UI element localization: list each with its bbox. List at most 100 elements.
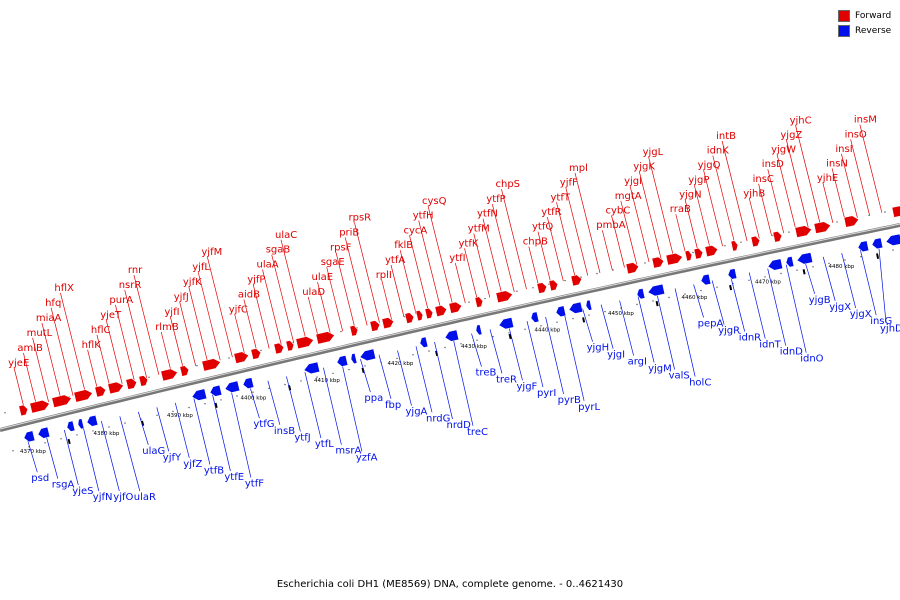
leader-line [703,170,723,247]
reverse-gene-label: insB [274,426,295,437]
scale-dot [516,290,518,292]
reverse-gene-label: yjfN [93,492,113,503]
leader-line [629,186,650,263]
forward-gene-label: ytfM [468,224,490,235]
forward-gene-label: ulaC [275,230,297,241]
forward-gene-label: yjfL [192,262,210,273]
forward-gene-label: yjgL [643,147,664,158]
scale-dot [716,286,718,288]
reverse-gene-arrow [444,329,460,342]
forward-gene-arrow [233,351,249,364]
leader-line [454,262,466,304]
leader-line [418,220,442,309]
leader-line [600,304,614,349]
leader-line [434,341,453,420]
reverse-gene-arrow [224,380,241,393]
reverse-gene-label: pyrB [558,395,581,406]
reverse-gene-arrow [191,388,208,401]
forward-gene-label: insD [762,159,784,170]
forward-gene-label: chpS [496,179,521,190]
leader-line [249,385,260,419]
forward-gene-label: ytfA [385,255,405,266]
forward-gene-label: sgaB [266,245,291,256]
tick-label: 4440 kbp [535,327,561,333]
leader-line [878,245,887,323]
leader-line [60,292,86,393]
reverse-gene-label: pyrI [537,388,556,399]
forward-gene-label: cybC [606,206,631,217]
reverse-gene-label: ytfE [224,472,244,483]
forward-gene-label: ulaD [302,287,325,298]
scale-dot [836,221,838,223]
leader-line [822,256,836,301]
reverse-gene-arrow [336,355,349,367]
forward-gene-label: insC [753,174,774,185]
leader-line [473,233,491,298]
scale-dot [172,410,174,413]
leader-line [611,215,625,268]
forward-gene-label: yjhE [817,173,838,184]
forward-gene-label: mpl [569,163,588,174]
scale-dot [524,328,526,330]
labels-layer: yjeE amiB mutL miaA hfq hflX hflK hflC yjeT purA n… [8,115,900,503]
forward-gene-label: yjgN [679,190,702,201]
forward-gene-arrow [18,404,29,417]
leader-line [656,292,675,370]
leader-line [45,434,59,479]
leader-line [193,398,211,465]
leader-line [243,299,258,352]
reverse-gene-label: yjgF [517,381,538,392]
forward-gene-label: ytfT [551,192,571,203]
reverse-gene-arrow [871,237,884,250]
forward-gene-arrow [495,290,513,304]
scale-dot [76,434,78,436]
scale-dot [636,303,638,306]
forward-gene-label: ytfR [541,207,561,218]
scale-dot [596,272,598,275]
forward-gene-label: rplI [376,270,392,281]
leader-line [489,329,503,374]
scale-dot [572,317,574,320]
leader-line [267,380,281,425]
forward-gene-label: ytfH [413,211,434,222]
forward-gene-arrow [665,252,684,266]
reverse-gene-arrow [555,305,567,318]
tick-mark [802,269,806,275]
leader-line [637,296,655,363]
forward-gene-label: ytfN [477,209,498,220]
leader-line [712,155,736,244]
leader-line [767,169,785,234]
leader-line [795,125,821,226]
reverse-gene-label: yjgB [809,295,831,306]
forward-gene-arrow [369,320,381,332]
forward-gene-label: fklB [394,240,413,251]
leader-line [415,346,433,413]
leader-line [307,296,319,337]
reverse-gene-label: valS [669,371,690,382]
reverse-gene-arrow [350,352,358,364]
forward-gene-label: yjgP [688,175,709,186]
forward-swatch [838,9,850,22]
forward-gene-label: intB [716,131,736,142]
scale-dot [668,296,670,299]
leader-line [96,334,111,387]
scale-dot [12,450,14,452]
scale-dot [148,376,150,378]
reverse-gene-label: ytfF [245,479,264,490]
scale-dot [108,426,110,428]
reverse-gene-label: nrdD [447,420,472,431]
leader-line [100,420,120,492]
backbone-line [0,223,900,432]
reverse-gene-arrow [475,324,483,336]
reverse-gene-arrow [885,233,900,246]
scale-dot [724,245,726,247]
leader-line [133,274,160,375]
forward-gene-arrow [381,317,395,330]
leader-line [526,321,544,388]
tick-mark [655,300,659,307]
leader-line [563,312,585,401]
forward-gene-arrow [415,310,424,322]
leader-line [188,287,209,364]
leader-line [619,300,634,356]
tick-mark [141,420,145,426]
